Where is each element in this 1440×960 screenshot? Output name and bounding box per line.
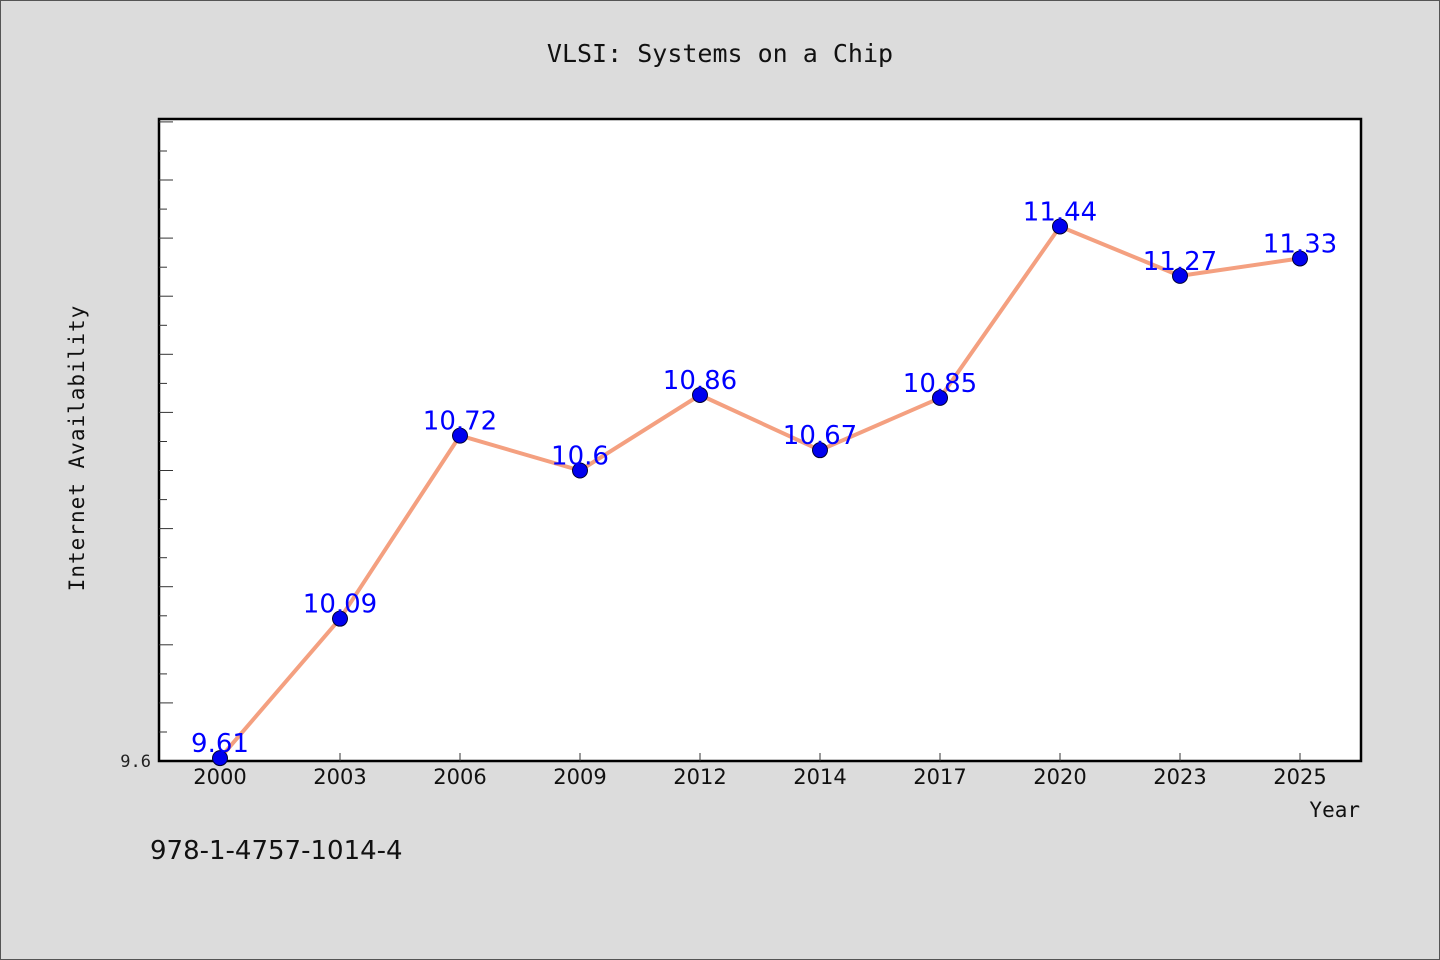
data-label: 10.67: [783, 421, 857, 451]
x-tick-label: 2006: [433, 765, 486, 789]
x-axis-label: Year: [1309, 798, 1360, 822]
x-tick-label: 2009: [553, 765, 606, 789]
x-axis-ticks: 2000 2003 2006 2009 2012 2014 2017 2020 2023 2025: [193, 753, 1327, 789]
data-point: [332, 610, 348, 627]
x-tick-label: 2014: [793, 765, 846, 789]
data-label: 10.6: [551, 442, 609, 472]
series-line-group: [218, 224, 1302, 761]
x-tick-label: 2023: [1153, 765, 1206, 789]
data-point: [212, 750, 228, 767]
plot-area: [157, 117, 1363, 763]
x-tick-label: 2012: [673, 765, 726, 789]
data-label: 11.27: [1143, 247, 1217, 277]
x-tick-label: 2000: [193, 765, 246, 789]
data-point: [812, 442, 828, 459]
isbn-footer: 978-1-4757-1014-4: [150, 836, 403, 866]
x-tick-label: 2025: [1273, 765, 1326, 789]
chart-title: VLSI: Systems on a Chip: [547, 39, 893, 68]
data-label: 10.85: [903, 369, 977, 399]
y-tick-label: 9.6: [120, 752, 151, 772]
data-point: [572, 462, 588, 479]
x-tick-label: 2017: [913, 765, 966, 789]
data-label: 11.33: [1263, 229, 1337, 259]
data-point: [932, 389, 948, 406]
data-label: 10.86: [663, 366, 737, 396]
data-label: 10.09: [303, 590, 377, 620]
data-label: 9.61: [191, 729, 249, 759]
data-point: [452, 427, 468, 444]
data-point: [1292, 250, 1308, 267]
data-label: 11.44: [1023, 197, 1097, 227]
data-label: 10.72: [423, 407, 497, 437]
x-tick-label: 2020: [1033, 765, 1086, 789]
x-tick-label: 2003: [313, 765, 366, 789]
data-labels: 9.61 10.09 10.72 10.6 10.86 10.67 10.85 11.44 11…: [191, 197, 1337, 759]
data-point: [692, 386, 708, 403]
series-line: [218, 224, 1302, 761]
data-point: [1172, 267, 1188, 284]
y-axis-label: Internet Availability: [65, 305, 89, 592]
data-point: [1052, 218, 1068, 235]
series-markers: [212, 218, 1308, 767]
y-axis-ticks: 9.6: [120, 121, 173, 772]
